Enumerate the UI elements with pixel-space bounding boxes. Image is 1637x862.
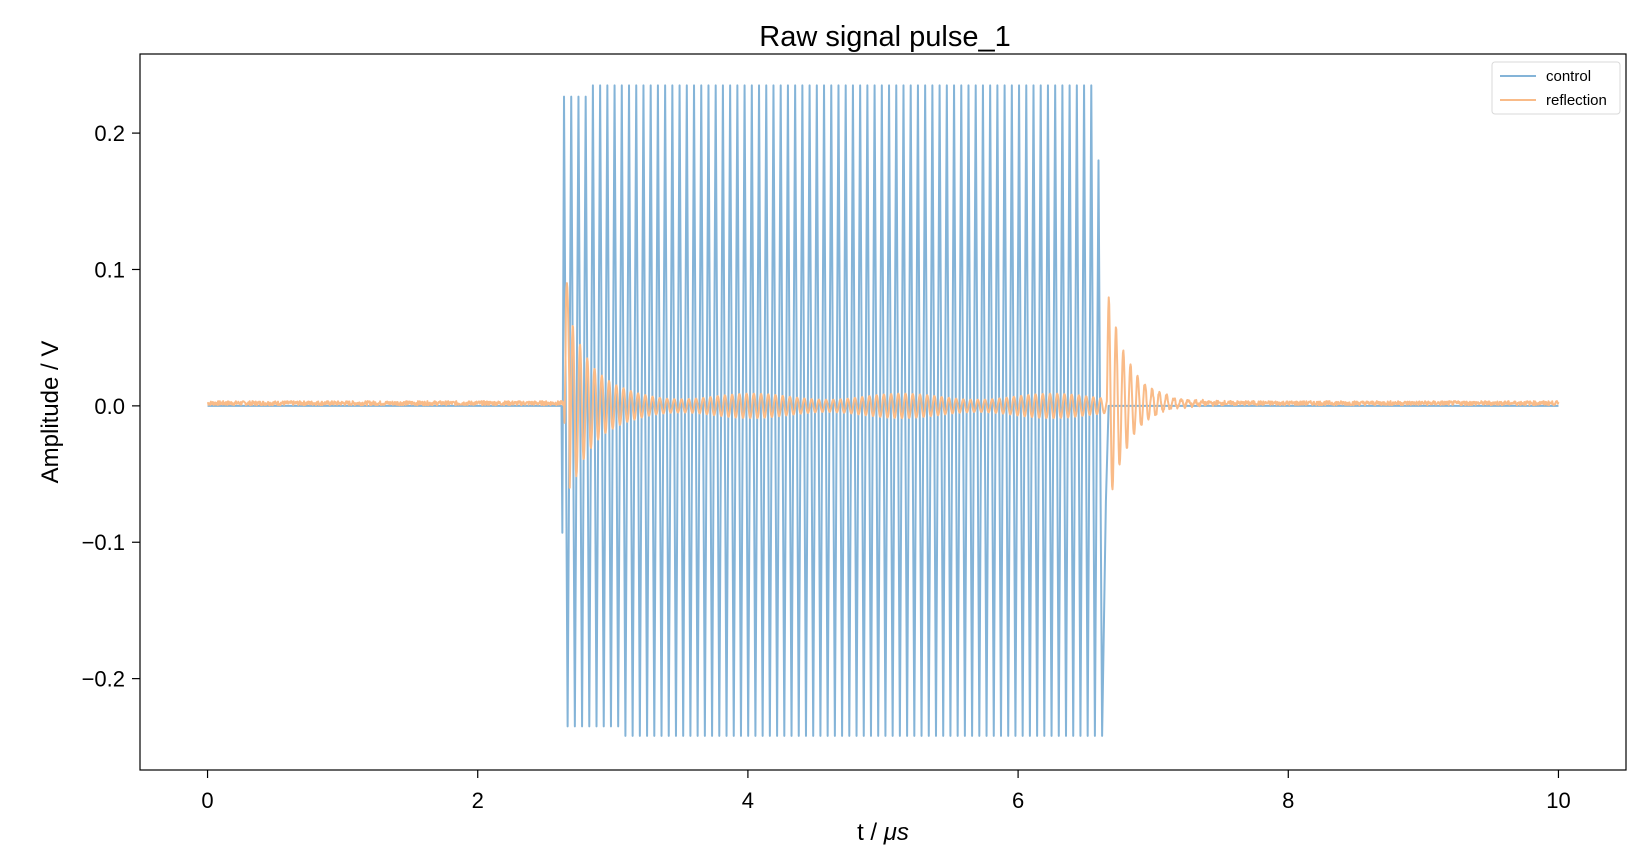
x-tick-label: 8 [1282, 788, 1294, 813]
y-axis-ticks: 0.2 0.1 0.0 −0.1 −0.2 [82, 121, 140, 692]
x-axis-label: t / μs [857, 819, 909, 846]
x-axis-label-text: t / [857, 819, 884, 846]
y-tick-label: 0.1 [94, 257, 125, 282]
x-axis-label-unit: μs [883, 819, 909, 846]
y-axis-label: Amplitude / V [37, 341, 64, 484]
chart-title: Raw signal pulse_1 [759, 21, 1010, 53]
series-line-reflection [207, 282, 1560, 491]
series-line-control [207, 84, 1559, 737]
x-tick-label: 10 [1546, 788, 1570, 813]
y-tick-label: 0.2 [94, 121, 125, 146]
x-axis-ticks: 0 2 4 6 8 10 [201, 770, 1571, 813]
x-tick-label: 6 [1012, 788, 1024, 813]
legend-label-reflection: reflection [1546, 92, 1607, 109]
y-tick-label: −0.1 [82, 530, 125, 555]
legend-label-control: control [1546, 68, 1591, 85]
x-tick-label: 2 [472, 788, 484, 813]
y-tick-label: −0.2 [82, 667, 125, 692]
x-tick-label: 4 [742, 788, 754, 813]
series-layer [207, 84, 1560, 737]
legend: control reflection [1491, 61, 1621, 115]
y-tick-label: 0.0 [94, 394, 125, 419]
x-tick-label: 0 [201, 788, 213, 813]
plot-frame [139, 53, 1627, 771]
